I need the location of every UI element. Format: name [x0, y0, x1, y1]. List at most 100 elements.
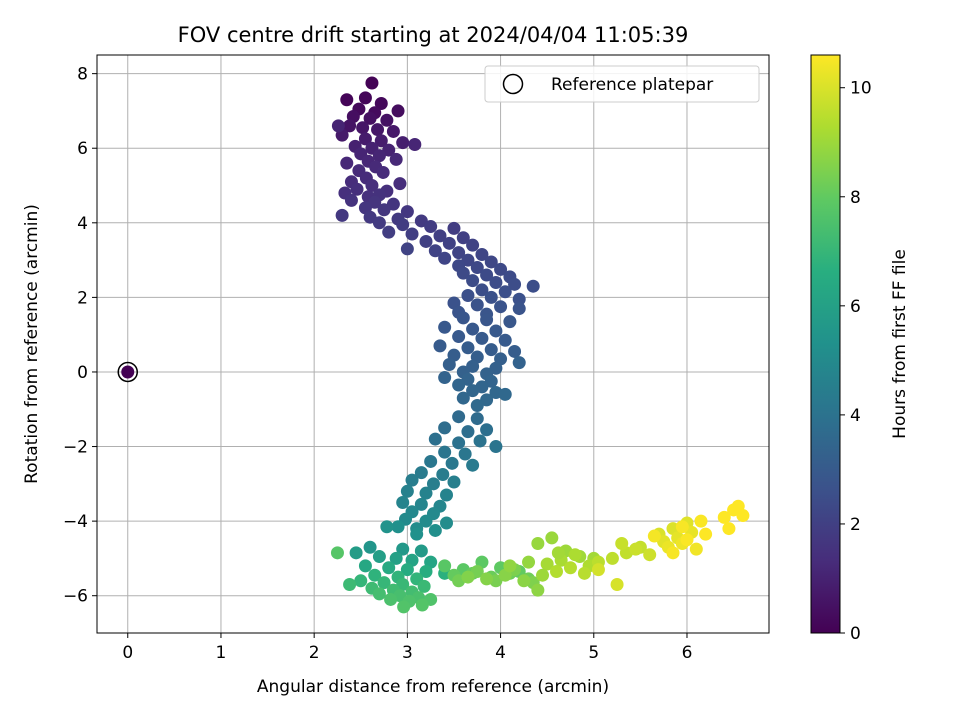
data-points — [330, 76, 750, 614]
data-point — [400, 484, 414, 498]
data-point — [512, 356, 526, 370]
data-point — [335, 208, 349, 222]
colorbar-gradient — [810, 54, 841, 634]
data-point — [458, 447, 472, 461]
data-point — [442, 358, 456, 372]
data-point — [419, 514, 433, 528]
chart-title: FOV centre drift starting at 2024/04/04 … — [178, 23, 689, 47]
legend-box — [484, 65, 760, 103]
data-point — [396, 542, 410, 556]
data-point — [508, 344, 522, 358]
data-point — [343, 578, 357, 592]
data-point — [447, 475, 461, 489]
data-point — [480, 313, 494, 327]
data-point — [358, 132, 372, 146]
data-point — [384, 592, 398, 606]
data-point — [396, 136, 410, 150]
y-tick-label: 0 — [77, 363, 88, 383]
y-axis-label: Rotation from reference (arcmin) — [22, 204, 42, 484]
data-point — [396, 495, 410, 509]
data-point — [331, 119, 345, 133]
data-point — [372, 149, 386, 163]
y-axis-ticks: −6 −4 −2 0 2 4 6 8 — [63, 65, 97, 607]
data-point — [414, 214, 428, 228]
data-point — [356, 121, 370, 135]
data-point — [456, 266, 470, 280]
data-point — [382, 561, 396, 575]
grid — [97, 55, 769, 633]
data-point — [349, 546, 363, 560]
data-point — [438, 421, 452, 435]
y-tick-label: 6 — [77, 139, 88, 159]
legend-label: Reference platepar — [551, 75, 713, 95]
data-point — [377, 576, 391, 590]
data-point — [372, 587, 386, 601]
data-point — [433, 339, 447, 353]
data-point — [456, 311, 470, 325]
data-point — [591, 563, 605, 577]
data-point — [605, 551, 619, 565]
data-point — [414, 544, 428, 558]
data-point — [536, 568, 550, 582]
data-point — [484, 255, 498, 269]
data-point — [675, 520, 689, 534]
data-point — [391, 520, 405, 534]
y-tick-label: −4 — [63, 512, 88, 532]
x-tick-label: 6 — [682, 643, 693, 663]
data-point — [461, 289, 475, 303]
data-point — [371, 123, 385, 137]
data-point — [470, 298, 484, 312]
legend: Reference platepar — [484, 65, 760, 103]
data-point — [452, 246, 466, 260]
data-point — [480, 268, 494, 282]
data-point — [545, 531, 559, 545]
x-axis-label: Angular distance from reference (arcmin) — [257, 677, 609, 697]
data-point — [365, 179, 379, 193]
x-tick-label: 3 — [402, 643, 413, 663]
data-point — [531, 583, 545, 597]
data-point — [563, 561, 577, 575]
data-point — [428, 432, 442, 446]
data-point — [466, 384, 480, 398]
data-point — [512, 292, 526, 306]
data-point — [484, 290, 498, 304]
data-point — [489, 324, 503, 338]
data-point — [568, 548, 582, 562]
data-point — [382, 143, 396, 157]
data-point — [396, 218, 410, 232]
data-point — [400, 242, 414, 256]
colorbar-tick-label: 2 — [850, 515, 861, 535]
legend-marker-reference — [502, 73, 524, 95]
y-tick-label: 8 — [77, 65, 88, 85]
data-point — [363, 210, 377, 224]
y-tick-label: 4 — [77, 214, 88, 234]
data-point — [484, 374, 498, 388]
data-point — [372, 550, 386, 564]
data-point — [551, 546, 565, 560]
colorbar-tick-label: 4 — [850, 406, 861, 426]
data-point — [424, 454, 438, 468]
data-point — [344, 193, 358, 207]
data-point — [466, 274, 480, 288]
data-point — [470, 412, 484, 426]
data-point — [508, 277, 522, 291]
colorbar: 0 2 4 6 8 10 Hours from first FF file — [810, 54, 910, 644]
data-point — [666, 546, 680, 560]
data-point — [419, 234, 433, 248]
data-point — [456, 231, 470, 245]
data-point — [372, 216, 386, 230]
data-point — [549, 564, 563, 578]
data-point — [466, 359, 480, 373]
data-point — [436, 468, 450, 482]
colorbar-tick-label: 0 — [850, 624, 861, 644]
data-point — [531, 537, 545, 551]
data-point — [368, 195, 382, 209]
x-tick-label: 1 — [216, 643, 227, 663]
data-point — [417, 579, 431, 593]
data-point — [397, 600, 411, 614]
plot-frame — [96, 54, 770, 634]
data-point — [358, 91, 372, 105]
data-point — [466, 322, 480, 336]
data-point — [428, 523, 442, 537]
data-point — [722, 522, 736, 536]
